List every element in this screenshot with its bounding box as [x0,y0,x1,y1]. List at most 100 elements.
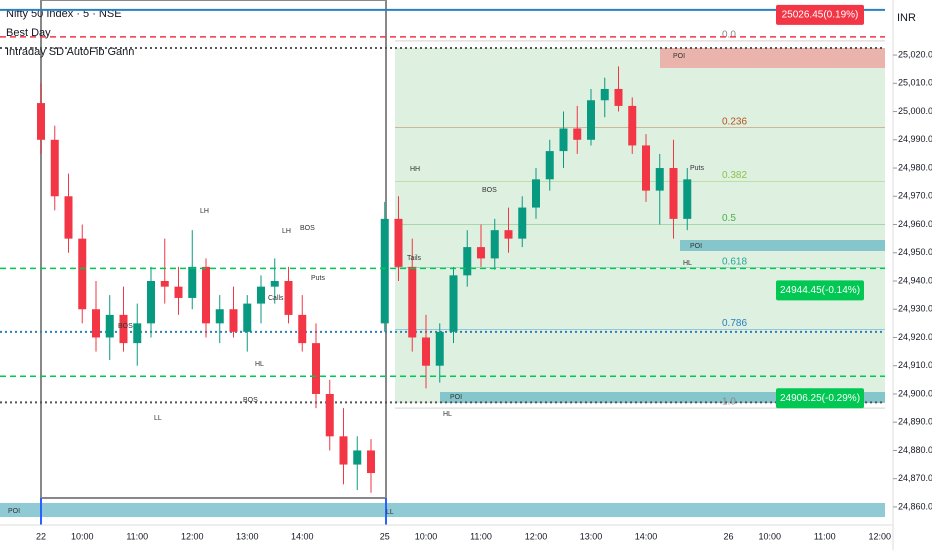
fib-label: 1.0 [722,397,736,408]
x-tick-label: 25 [380,531,390,541]
candle-body [587,100,595,140]
annotation: HL [443,411,452,418]
y-tick-label: 24,950.00 [898,247,932,257]
price-label: 24944.45(-0.14%) [780,285,860,296]
candle-body [270,280,279,287]
annotation: BOS [118,323,133,330]
y-tick-label: 24,940.00 [898,275,932,285]
poi-zone [660,48,885,68]
fib-label: 0.618 [722,256,747,267]
x-tick-label: 12:00 [181,531,204,541]
annotation: HH [410,166,420,173]
candle-body [463,247,472,276]
indicator: Best Day [6,27,51,39]
candle-body [229,309,238,332]
indicator: Intraday SD AutoFib Gann [6,46,134,58]
candle-body [532,179,540,208]
x-tick-label: 10:00 [415,531,438,541]
y-tick-label: 24,890.00 [898,417,932,427]
y-tick-label: 24,980.00 [898,162,932,172]
y-tick-label: 25,010.00 [898,78,932,88]
annotation: LL [154,415,162,422]
annotation: Puts [690,165,705,172]
y-tick-label: 24,910.00 [898,360,932,370]
candle-body [243,303,252,332]
fib-label: 0.236 [722,116,747,127]
price-label: 24906.25(-0.29%) [780,393,860,404]
candle-body [518,207,527,239]
price-label-box [776,280,864,301]
candle-body [215,309,224,324]
candle-body [422,337,430,366]
y-tick-label: 24,990.00 [898,134,932,144]
candle-body [642,145,650,191]
candle-body [312,343,320,394]
candle-body [339,436,348,465]
candle-body [325,393,334,437]
candle-body [160,280,169,287]
candle-body [408,266,417,338]
annotation: BOS [243,397,258,404]
candle-body [133,323,142,344]
candle-body [559,128,568,152]
y-tick-label: 24,880.00 [898,445,932,455]
x-tick-label: 13:00 [580,531,603,541]
candle-body [545,151,554,180]
annotation: HL [255,361,264,368]
candle-body [105,314,114,338]
candle-body [573,128,582,140]
x-tick-label: 22 [36,531,46,541]
candle-body [380,218,389,324]
price-label-box [776,4,864,25]
fib-zone [395,48,885,403]
candle-body [64,196,73,239]
poi-zone [440,392,885,403]
candle-body [298,314,307,344]
candle-body [174,286,183,298]
x-tick-label: 10:00 [758,531,781,541]
candle-body [435,331,444,366]
fib-label: 0.382 [722,170,747,181]
x-tick-label: 10:00 [71,531,94,541]
y-tick-label: 24,930.00 [898,304,932,314]
fib-label: 0.5 [722,213,736,224]
candle-body [119,314,128,344]
y-tick-label: 24,900.00 [898,388,932,398]
annotation: BOS [482,187,497,194]
candle-body [394,218,403,267]
candle-body [449,275,458,332]
candle-body [147,280,155,324]
candle-body [50,139,59,197]
x-tick-label: 14:00 [635,531,658,541]
x-tick-label: 11:00 [470,531,492,541]
candle-body [683,179,692,219]
candle-body [92,309,100,338]
annotation: POI [8,508,20,515]
y-tick-label: 24,870.00 [898,473,932,483]
y-tick-label: 25,000.00 [898,106,932,116]
candle-body [655,168,664,191]
candle-body [188,266,197,298]
annotation: POI [673,53,685,60]
candle-body [78,238,87,310]
candle-body [367,450,375,474]
candle-body [669,168,678,219]
price-label-box [776,388,864,409]
y-tick-label: 24,970.00 [898,191,932,201]
candle-body [37,103,45,140]
x-tick-label: 13:00 [236,531,259,541]
annotation: HL [683,260,692,267]
annotation: Calls [268,295,284,302]
annotation: LL [386,509,394,516]
y-tick-label: 24,920.00 [898,332,932,342]
annotation: Tails [407,255,422,262]
candle-body [353,450,362,465]
y-tick-label: 24,960.00 [898,219,932,229]
price-label: 25026.45(0.19%) [782,9,859,20]
x-tick-label: 14:00 [291,531,314,541]
candle-body [614,88,623,106]
symbol: Nifty 50 Index · 5 · NSE [6,8,122,20]
candle-body [477,247,485,259]
annotation: Puts [311,275,326,282]
